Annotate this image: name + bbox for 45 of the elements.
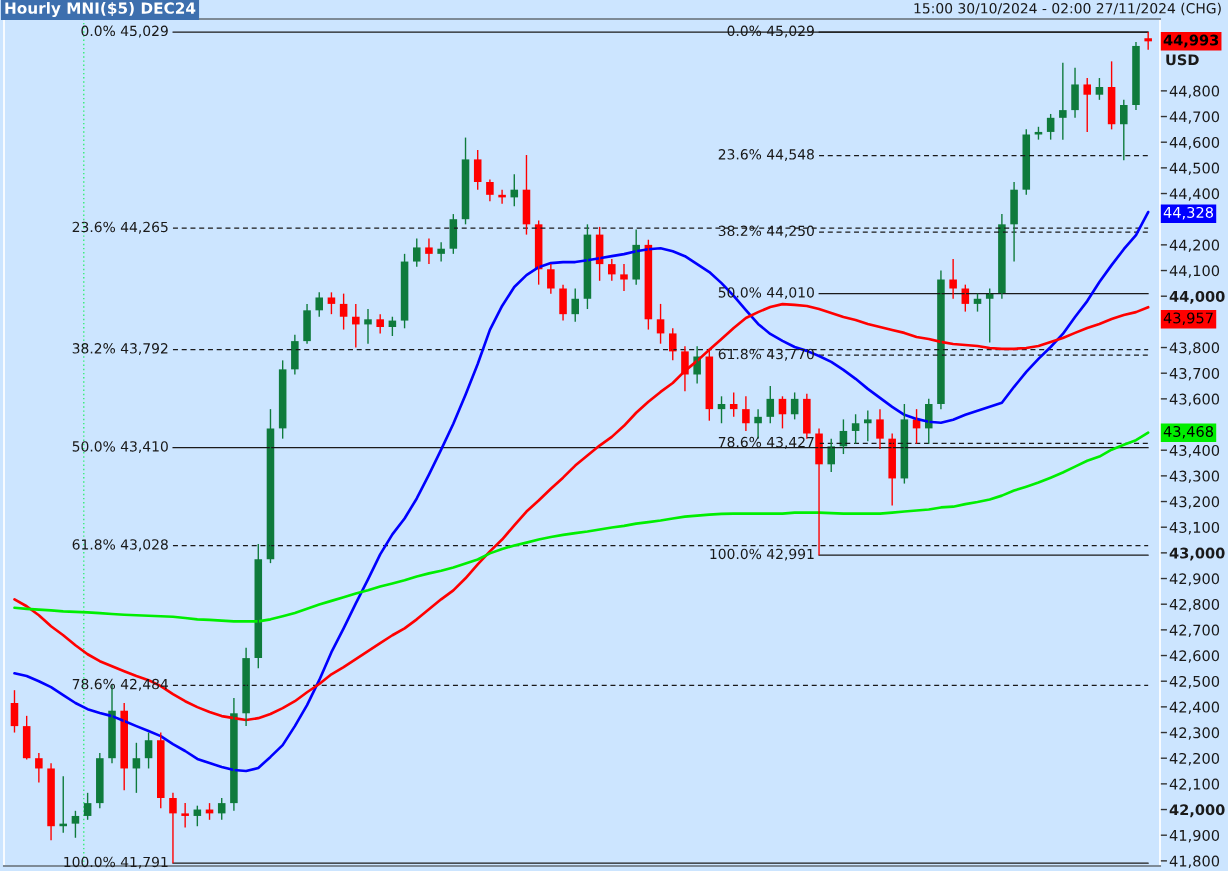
y-tick-label: 44,600 bbox=[1169, 136, 1220, 150]
y-tick-label: 43,700 bbox=[1169, 367, 1220, 381]
y-tick-label: 44,800 bbox=[1169, 85, 1220, 99]
y-tick-label: 44,700 bbox=[1169, 111, 1220, 124]
y-tick-label: 41,900 bbox=[1169, 829, 1220, 843]
y-tick-label: 43,200 bbox=[1169, 496, 1220, 509]
data-label: 43,468 bbox=[1163, 425, 1214, 439]
y-tick-label: 43,300 bbox=[1169, 470, 1220, 484]
data-label: 43,957 bbox=[1163, 312, 1213, 325]
series-label: 23.6% 44,548 bbox=[718, 149, 814, 161]
series-label: 100.0% 41,791 bbox=[64, 856, 168, 869]
y-tick-label: 42,700 bbox=[1169, 624, 1220, 638]
y-tick-label: 44,100 bbox=[1169, 265, 1220, 278]
series-label: 100.0% 42,991 bbox=[710, 548, 814, 561]
series-label: 50.0% 43,410 bbox=[72, 441, 168, 454]
y-tick-label: 44,000 bbox=[1169, 290, 1225, 304]
chart-subtitle: 15:00 30/10/2024 - 02:00 27/11/2024 (CHG) bbox=[914, 2, 1221, 16]
y-tick-label: 44,200 bbox=[1169, 239, 1220, 253]
y-tick-label: 42,400 bbox=[1169, 701, 1220, 715]
y-tick-label: 42,800 bbox=[1169, 598, 1220, 612]
y-axis-title: USD bbox=[1166, 54, 1199, 66]
y-tick-label: 42,300 bbox=[1169, 727, 1220, 740]
y-tick-label: 43,800 bbox=[1169, 342, 1220, 355]
series-label: 23.6% 44,265 bbox=[72, 221, 168, 234]
data-label: 44,328 bbox=[1163, 206, 1214, 220]
y-tick-label: 44,400 bbox=[1169, 188, 1220, 201]
y-tick-label: 42,000 bbox=[1169, 804, 1225, 818]
series-label: 0.0% 45,029 bbox=[81, 25, 168, 38]
y-tick-label: 42,900 bbox=[1169, 573, 1220, 586]
y-tick-label: 42,600 bbox=[1169, 650, 1220, 663]
chart-title: Hourly MNI($5) DEC24 bbox=[5, 2, 196, 17]
y-tick-label: 44,500 bbox=[1169, 162, 1220, 176]
y-tick-label: 42,500 bbox=[1169, 675, 1220, 689]
y-tick-label: 43,100 bbox=[1169, 521, 1220, 535]
y-tick-label: 41,800 bbox=[1169, 855, 1220, 869]
series-label: 78.6% 43,427 bbox=[718, 436, 814, 449]
series-label: 61.8% 43,028 bbox=[72, 539, 168, 552]
series-label: 38.2% 44,250 bbox=[718, 225, 814, 238]
y-tick-label: 42,100 bbox=[1169, 778, 1220, 792]
text: 44,993 bbox=[1163, 34, 1219, 48]
y-tick-label: 43,000 bbox=[1169, 547, 1225, 561]
y-tick-label: 42,200 bbox=[1169, 752, 1220, 766]
y-tick-label: 43,600 bbox=[1169, 393, 1220, 407]
y-tick-label: 43,400 bbox=[1169, 444, 1220, 458]
series-label: 38.2% 43,792 bbox=[72, 343, 168, 356]
